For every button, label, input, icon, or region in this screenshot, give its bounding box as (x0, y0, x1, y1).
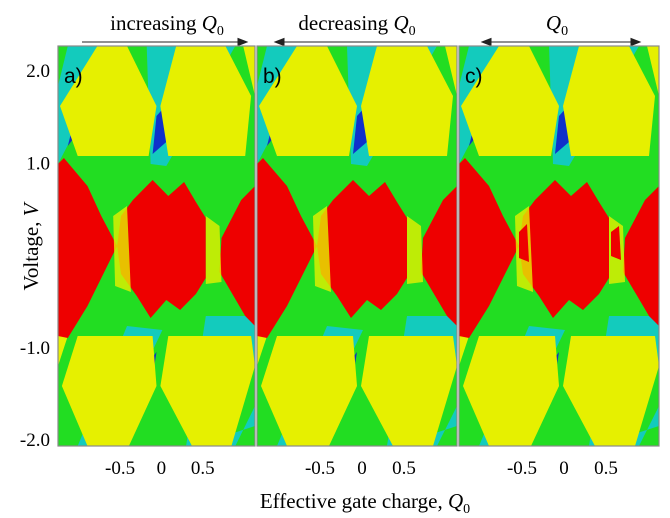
red-region (117, 180, 206, 318)
panel-frame-c (458, 45, 660, 447)
red-region (317, 180, 407, 318)
x-tick-label: 0 (559, 458, 569, 479)
yellow-region (257, 336, 267, 366)
yellow-region (259, 46, 357, 156)
yellow-region (58, 336, 68, 366)
yellow-region (647, 46, 659, 96)
cyan-region (597, 406, 659, 446)
panel-title-a: increasing Q0 (110, 11, 224, 39)
panel-label-a: a) (64, 65, 83, 88)
red-region (519, 180, 609, 318)
arrow-left-b (273, 37, 440, 47)
y-tick-label: -2.0 (20, 430, 50, 451)
yellow-region (563, 336, 659, 446)
yellow-region (361, 336, 457, 446)
panel-title-c: Q0 (546, 11, 568, 39)
yellow-region (61, 336, 157, 446)
panel-frame-a (57, 45, 256, 447)
heatmap-panel-b (257, 46, 457, 446)
red-region (421, 186, 457, 326)
x-axis-label: Effective gate charge, Q0 (260, 489, 470, 517)
red-region (257, 158, 317, 338)
red-island (611, 226, 621, 260)
x-tick-label: -0.5 (305, 458, 335, 479)
y-tick-label: 1.0 (26, 153, 50, 174)
yellow-region (461, 46, 559, 156)
panel-frame-b (256, 45, 458, 447)
yellow-region (463, 336, 559, 446)
x-tick-label: 0.5 (191, 458, 215, 479)
yellow-region (160, 336, 255, 446)
heatmap-panel-a (58, 46, 255, 446)
red-region (459, 158, 519, 338)
panel-label-b: b) (263, 65, 282, 88)
heatmap-panel-c (459, 46, 659, 446)
y-axis-label: Voltage, V (19, 201, 43, 290)
yellow-region (361, 46, 453, 156)
red-region (219, 186, 255, 326)
arrow-both-c (480, 37, 642, 47)
transition-seam (205, 216, 222, 284)
transition-seam (113, 206, 131, 292)
red-island (519, 224, 529, 262)
x-tick-label: -0.5 (105, 458, 135, 479)
transition-seam (407, 216, 423, 284)
panel-title-b: decreasing Q0 (298, 11, 415, 39)
x-tick-label: -0.5 (507, 458, 537, 479)
yellow-region (459, 336, 469, 366)
yellow-region (445, 46, 457, 96)
arrow-right-a (82, 37, 249, 47)
panel-label-c: c) (465, 65, 483, 88)
cyan-region (193, 406, 255, 446)
x-tick-label: 0.5 (392, 458, 416, 479)
x-tick-label: 0 (157, 458, 167, 479)
y-tick-label: 2.0 (26, 61, 50, 82)
yellow-region (160, 46, 252, 156)
x-tick-label: 0.5 (594, 458, 618, 479)
red-region (58, 158, 118, 338)
yellow-region (243, 46, 255, 96)
y-tick-label: -1.0 (20, 338, 50, 359)
red-region (623, 186, 659, 326)
yellow-region (60, 46, 157, 156)
yellow-region (261, 336, 357, 446)
yellow-region (563, 46, 655, 156)
cyan-region (395, 406, 457, 446)
x-tick-label: 0 (357, 458, 367, 479)
transition-seam (313, 206, 331, 292)
